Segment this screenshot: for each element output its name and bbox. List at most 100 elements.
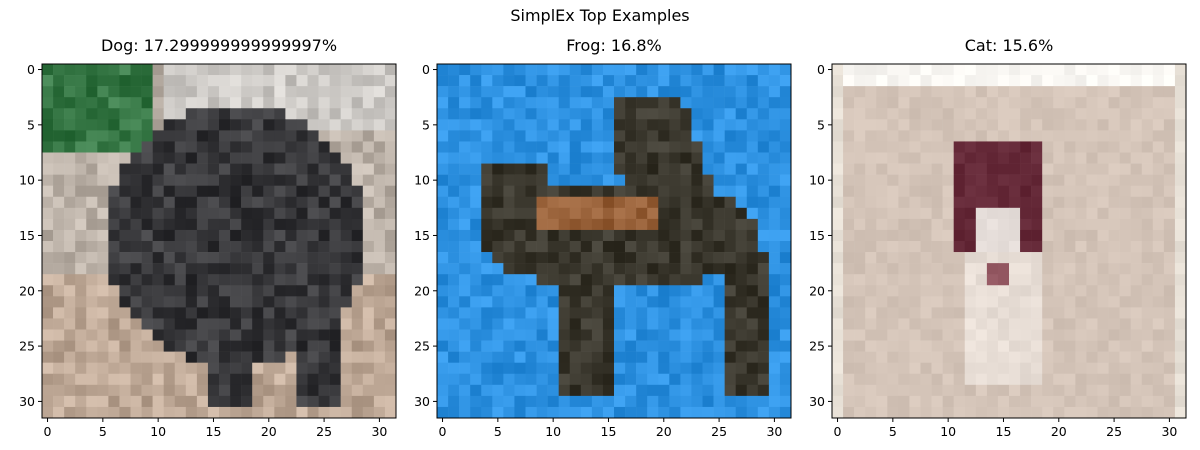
image-pixel — [1064, 207, 1076, 220]
image-pixel — [931, 329, 943, 341]
image-pixel — [580, 163, 593, 175]
image-pixel — [86, 97, 98, 109]
image-pixel — [296, 406, 308, 419]
image-pixel — [481, 351, 493, 363]
image-pixel — [285, 285, 297, 297]
image-pixel — [130, 406, 142, 419]
image-pixel — [285, 351, 297, 363]
image-pixel — [152, 196, 164, 209]
image-pixel — [536, 406, 548, 419]
image-pixel — [1053, 340, 1065, 352]
image-pixel — [296, 285, 308, 297]
image-pixel — [558, 384, 571, 397]
image-pixel — [263, 75, 275, 87]
image-pixel — [1064, 318, 1076, 330]
image-pixel — [492, 285, 504, 297]
image-pixel — [329, 241, 341, 253]
image-pixel — [1163, 185, 1176, 198]
image-pixel — [931, 64, 943, 76]
image-pixel — [986, 296, 999, 308]
image-pixel — [1119, 229, 1131, 242]
image-pixel — [525, 351, 537, 363]
image-pixel — [1141, 97, 1154, 109]
image-pixel — [97, 351, 109, 363]
image-pixel — [1064, 263, 1076, 275]
image-pixel — [713, 318, 725, 330]
image-pixel — [163, 207, 176, 220]
image-pixel — [1020, 318, 1032, 330]
image-pixel — [547, 252, 559, 264]
image-pixel — [1031, 86, 1043, 98]
image-pixel — [1108, 141, 1120, 153]
image-pixel — [680, 119, 692, 131]
image-pixel — [207, 174, 220, 186]
image-pixel — [746, 263, 759, 275]
image-pixel — [174, 130, 187, 142]
image-pixel — [898, 362, 910, 375]
image-pixel — [252, 75, 264, 87]
image-pixel — [241, 108, 253, 120]
image-pixel — [909, 86, 921, 98]
image-pixel — [329, 163, 341, 175]
image-pixel — [1097, 174, 1109, 186]
image-pixel — [514, 340, 526, 352]
y-tick: 0 — [817, 62, 832, 77]
image-pixel — [514, 196, 526, 209]
y-tick-label: 30 — [809, 394, 825, 409]
image-pixel — [207, 108, 220, 120]
image-pixel — [64, 64, 76, 76]
image-pixel — [263, 252, 275, 264]
image-pixel — [514, 130, 526, 142]
image-pixel — [1108, 263, 1120, 275]
image-pixel — [351, 141, 364, 153]
image-pixel — [318, 97, 330, 109]
image-pixel — [1075, 174, 1087, 186]
image-pixel — [185, 263, 198, 275]
image-pixel — [647, 152, 659, 164]
image-pixel — [964, 207, 977, 220]
image-pixel — [669, 263, 681, 275]
image-pixel — [746, 406, 759, 419]
image-pixel — [843, 196, 855, 209]
image-pixel — [757, 274, 770, 286]
image-pixel — [691, 163, 703, 175]
image-pixel — [185, 86, 198, 98]
image-pixel — [196, 340, 209, 352]
image-pixel — [876, 174, 888, 186]
image-pixel — [547, 163, 559, 175]
image-pixel — [724, 152, 736, 164]
image-pixel — [931, 307, 943, 319]
image-pixel — [713, 108, 725, 120]
image-pixel — [591, 163, 604, 175]
image-pixel — [1108, 185, 1120, 198]
image-pixel — [647, 185, 659, 198]
image-pixel — [591, 64, 604, 76]
image-pixel — [1064, 340, 1076, 352]
image-pixel — [1097, 196, 1109, 209]
image-pixel — [329, 296, 341, 308]
image-pixel — [735, 130, 748, 142]
image-pixel — [64, 108, 76, 120]
image-pixel — [680, 196, 692, 209]
image-pixel — [514, 307, 526, 319]
image-pixel — [207, 130, 220, 142]
image-pixel — [185, 207, 198, 220]
image-pixel — [558, 163, 571, 175]
image-pixel — [953, 86, 966, 98]
image-pixel — [514, 384, 526, 397]
image-pixel — [547, 241, 559, 253]
image-pixel — [1053, 307, 1065, 319]
image-pixel — [274, 86, 286, 98]
image-pixel — [1009, 152, 1021, 164]
image-pixel — [997, 329, 1010, 341]
image-pixel — [909, 64, 921, 76]
image-pixel — [1020, 152, 1032, 164]
image-pixel — [953, 329, 966, 341]
image-pixel — [108, 119, 120, 131]
image-pixel — [658, 351, 670, 363]
image-pixel — [384, 406, 397, 419]
image-pixel — [86, 185, 98, 198]
image-pixel — [832, 130, 844, 142]
image-pixel — [1152, 329, 1165, 341]
image-pixel — [329, 406, 341, 419]
